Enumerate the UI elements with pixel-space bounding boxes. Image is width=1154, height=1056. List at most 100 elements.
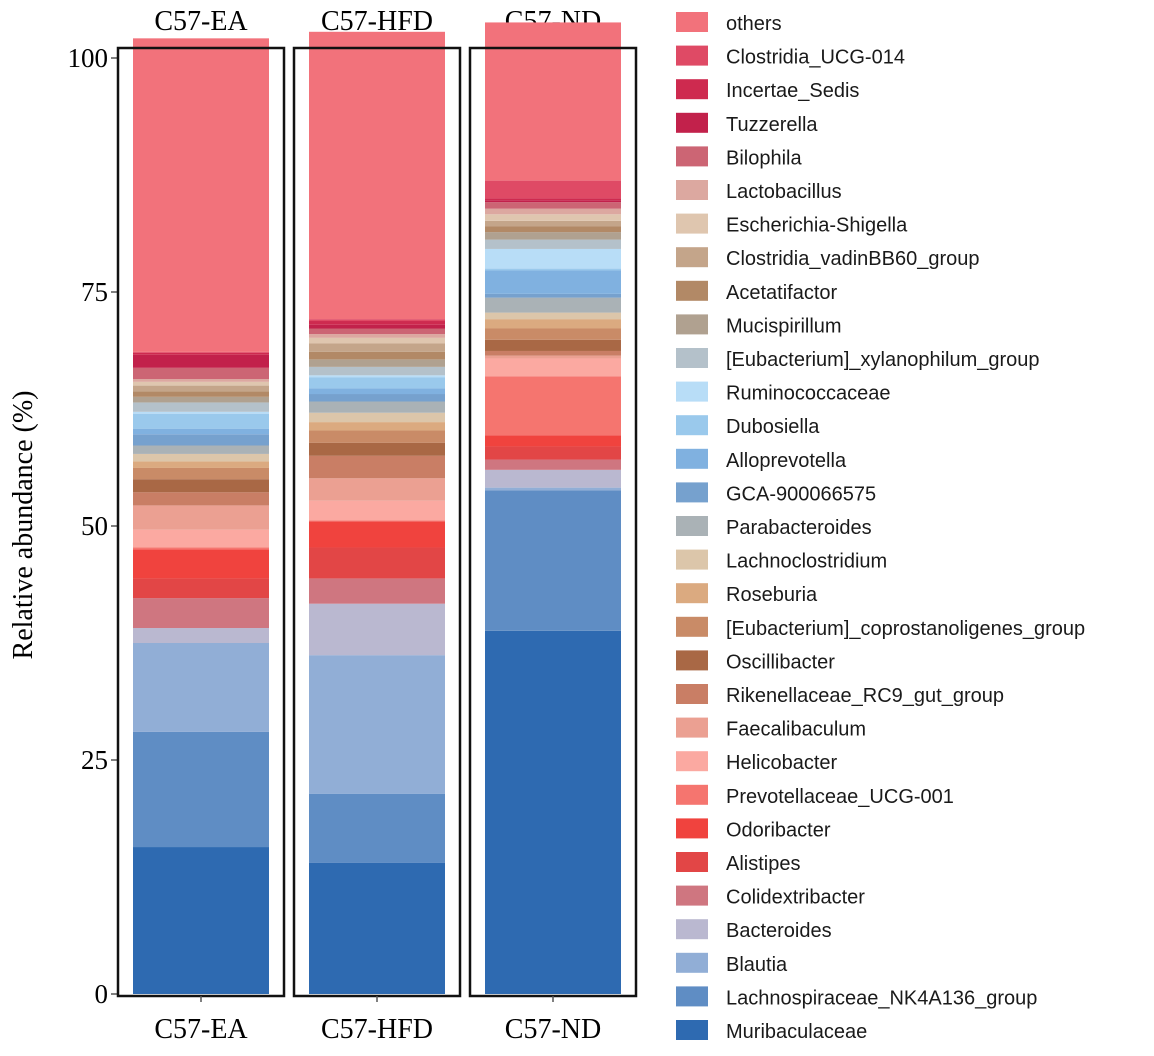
legend-swatch bbox=[676, 381, 708, 402]
bar-segment bbox=[485, 435, 621, 447]
legend-swatch bbox=[676, 12, 708, 32]
bar-segment bbox=[309, 375, 445, 378]
legend-label: Roseburia bbox=[726, 584, 818, 606]
bar-segment bbox=[309, 547, 445, 579]
y-tick-label: 50 bbox=[81, 511, 108, 541]
bar-segment bbox=[309, 324, 445, 329]
bar-segment bbox=[133, 467, 269, 480]
legend-swatch bbox=[676, 1020, 708, 1040]
legend-swatch bbox=[676, 280, 708, 301]
bar-segment bbox=[485, 226, 621, 233]
bar-segment bbox=[309, 422, 445, 431]
bar-segment bbox=[485, 198, 621, 201]
legend-swatch bbox=[676, 784, 708, 805]
bar-segment bbox=[309, 337, 445, 344]
bar-segment bbox=[485, 239, 621, 249]
bar-segment bbox=[485, 270, 621, 294]
bar-segment bbox=[133, 379, 269, 382]
legend-swatch bbox=[676, 348, 708, 368]
bar-segment bbox=[485, 297, 621, 313]
bar-segment bbox=[485, 220, 621, 227]
y-tick-label: 0 bbox=[95, 979, 109, 1009]
legend-label: Alloprevotella bbox=[726, 450, 847, 472]
bar-segment bbox=[133, 505, 269, 530]
bar-segment bbox=[133, 453, 269, 462]
legend-label: Faecalibaculum bbox=[726, 719, 866, 741]
bar-segment bbox=[309, 578, 445, 604]
legend-label: Escherichia-Shigella bbox=[726, 215, 908, 237]
legend-label: Clostridia_vadinBB60_group bbox=[726, 248, 980, 270]
y-axis: 0 25 50 75 100 bbox=[68, 43, 118, 1009]
legend-label: Acetatifactor bbox=[726, 282, 838, 304]
bar-segment bbox=[309, 321, 445, 325]
legend-label: Mucispirillum bbox=[726, 315, 842, 337]
bar-segment bbox=[133, 731, 269, 848]
bar-segment bbox=[133, 547, 269, 550]
legend-swatch bbox=[676, 79, 708, 100]
bar-segment bbox=[485, 200, 621, 203]
legend-label: Lachnospiraceae_NK4A136_group bbox=[726, 987, 1037, 1009]
bar-segment bbox=[309, 520, 445, 522]
bar-segment bbox=[309, 351, 445, 360]
bar-segment bbox=[133, 402, 269, 412]
bar-segment bbox=[133, 479, 269, 493]
bar-segment bbox=[309, 359, 445, 367]
bar-segment bbox=[309, 319, 445, 322]
y-tick-label: 75 bbox=[81, 277, 108, 307]
bar-segment bbox=[485, 22, 621, 181]
legend-swatch bbox=[676, 885, 708, 906]
panel-strip-label: C57-EA bbox=[154, 6, 248, 37]
bar-segment bbox=[133, 385, 269, 392]
legend-label: Ruminococcaceae bbox=[726, 383, 891, 405]
bar-segment bbox=[133, 354, 269, 368]
bar-segment bbox=[485, 214, 621, 221]
legend-label: Rikenellaceae_RC9_gut_group bbox=[726, 685, 1004, 707]
bar-segment bbox=[485, 459, 621, 470]
bar-segment bbox=[133, 391, 269, 397]
legend-label: GCA-900066575 bbox=[726, 483, 876, 505]
bar-segment bbox=[133, 492, 269, 506]
bar-segment bbox=[485, 293, 621, 298]
bar-segment bbox=[485, 339, 621, 351]
legend-swatch bbox=[676, 415, 708, 436]
bar-segment bbox=[485, 319, 621, 329]
bar-segment bbox=[133, 529, 269, 548]
legend-label: Clostridia_UCG-014 bbox=[726, 47, 905, 69]
bar-segment bbox=[133, 643, 269, 732]
bar-segment bbox=[309, 334, 445, 338]
bar-segment bbox=[309, 366, 445, 376]
legend-label: Helicobacter bbox=[726, 752, 838, 774]
bar-segment bbox=[133, 367, 269, 380]
bar-segment bbox=[309, 430, 445, 443]
legend-label: [Eubacterium]_xylanophilum_group bbox=[726, 349, 1040, 371]
bar-segment bbox=[485, 328, 621, 340]
legend-label: Lachnoclostridium bbox=[726, 551, 887, 573]
bar-segment bbox=[485, 630, 621, 994]
bar-segment bbox=[309, 862, 445, 994]
legend-label: Bacteroides bbox=[726, 920, 832, 942]
legend-swatch bbox=[676, 314, 708, 335]
legend-swatch bbox=[676, 919, 708, 940]
y-tick-label: 25 bbox=[81, 745, 108, 775]
chart-panels: C57-EA C57-HFD C57-ND bbox=[116, 6, 638, 998]
bar-segment bbox=[485, 469, 621, 488]
legend-label: Oscillibacter bbox=[726, 651, 835, 673]
bar-segment bbox=[485, 355, 621, 359]
bar-segment bbox=[485, 446, 621, 460]
legend-swatch bbox=[676, 852, 708, 872]
bar-segment bbox=[309, 655, 445, 794]
bar-segment bbox=[309, 401, 445, 413]
bar-segment bbox=[133, 434, 269, 446]
bar-segment bbox=[485, 232, 621, 240]
legend-label: Tuzzerella bbox=[726, 114, 818, 136]
bar-segment bbox=[309, 394, 445, 402]
bar-segment bbox=[309, 500, 445, 521]
bar-segment bbox=[133, 549, 269, 579]
legend-swatch bbox=[676, 45, 708, 66]
bar-segment bbox=[309, 412, 445, 423]
bar-segment bbox=[309, 31, 445, 320]
bar-segment bbox=[485, 268, 621, 271]
bar-segment bbox=[309, 603, 445, 656]
legend-swatch bbox=[676, 516, 708, 536]
